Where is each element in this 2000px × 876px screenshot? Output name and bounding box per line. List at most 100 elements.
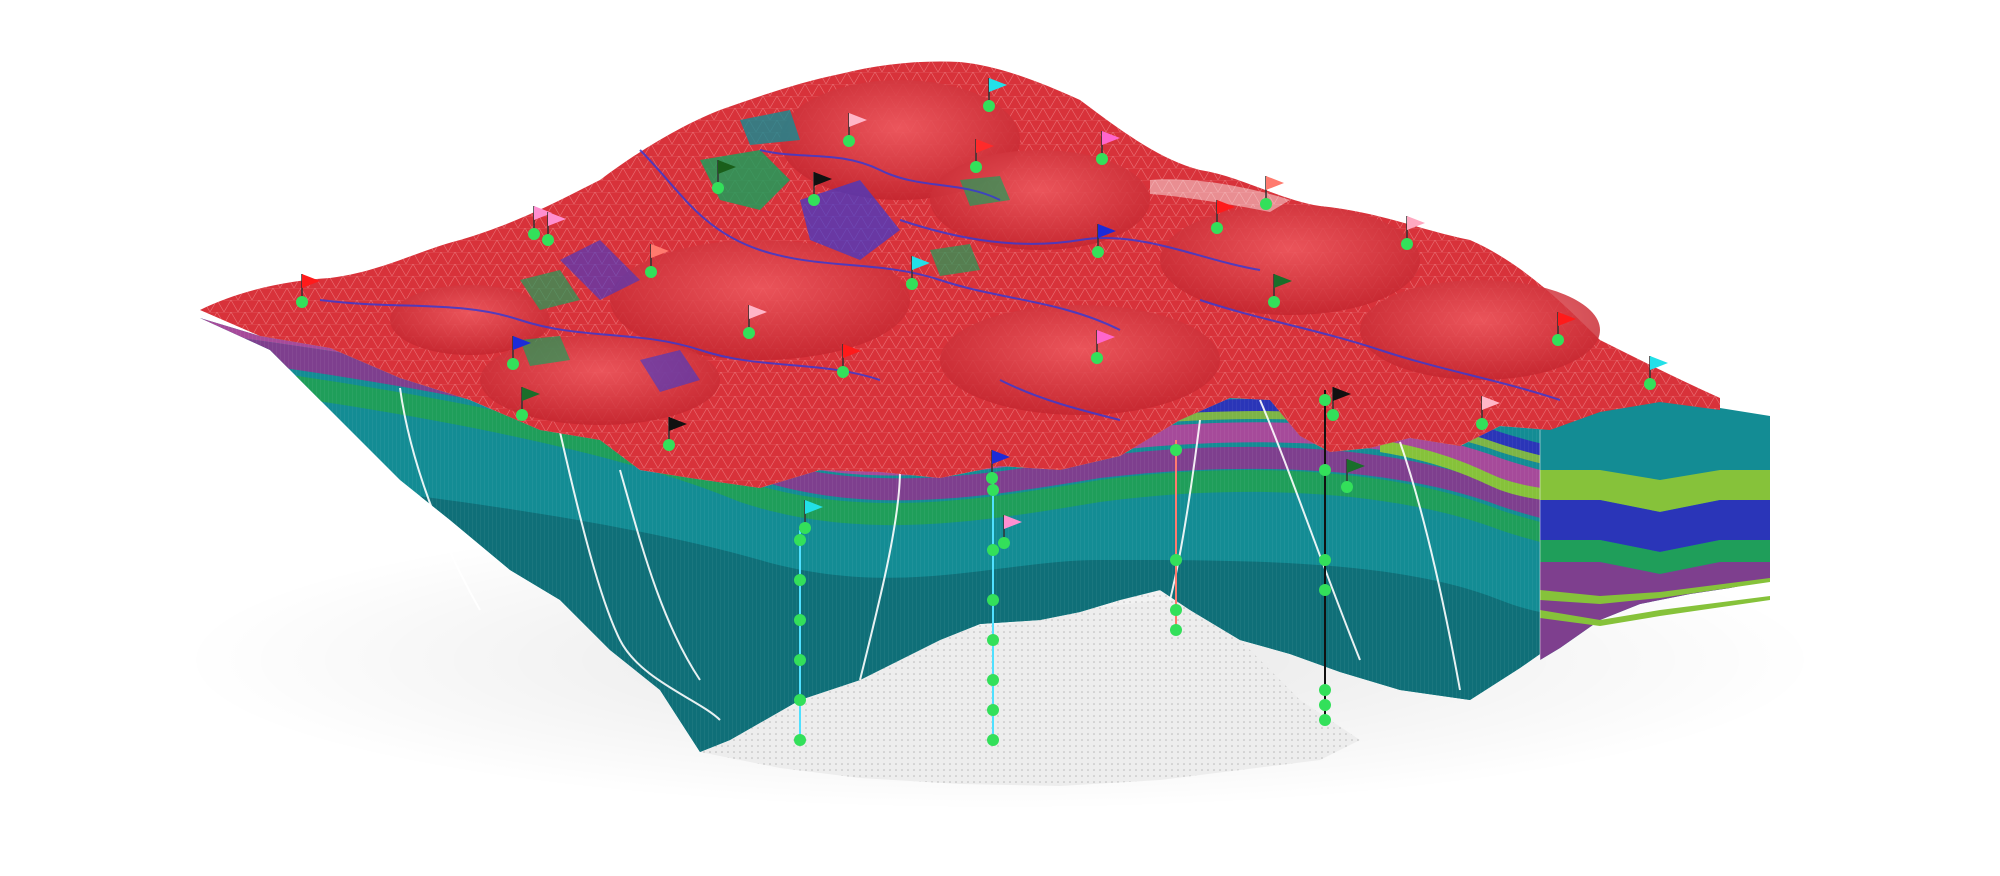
- flag-banner: [302, 274, 320, 288]
- well-head-marker: [808, 194, 820, 206]
- dot-icon: [987, 594, 999, 606]
- well-head-marker: [645, 266, 657, 278]
- flag-icon: [542, 212, 566, 246]
- flag-banner: [1650, 356, 1668, 370]
- flag-banner: [1266, 176, 1284, 190]
- dot-icon: [1319, 714, 1331, 726]
- well-head-marker: [837, 366, 849, 378]
- dot-icon: [987, 704, 999, 716]
- well-bore: [794, 530, 806, 746]
- dot-icon: [1319, 699, 1331, 711]
- flag-banner: [749, 305, 767, 319]
- flag-icon: [983, 78, 1007, 112]
- dot-icon: [987, 674, 999, 686]
- flag-icon: [1327, 387, 1351, 421]
- flag-banner: [1407, 216, 1425, 230]
- flag-icon: [1091, 330, 1115, 364]
- dot-icon: [794, 534, 806, 546]
- flag-banner: [1004, 515, 1022, 529]
- flag-icon: [970, 139, 994, 173]
- dot-icon: [1319, 464, 1331, 476]
- flag-icon: [906, 256, 930, 290]
- well-head-marker: [528, 228, 540, 240]
- flag-icon: [296, 274, 320, 308]
- dot-icon: [987, 544, 999, 556]
- well-head-marker: [906, 278, 918, 290]
- flag-banner: [522, 387, 540, 401]
- flag-icon: [986, 450, 1010, 484]
- flag-banner: [849, 113, 867, 127]
- flag-icon: [528, 206, 552, 240]
- flag-banner: [912, 256, 930, 270]
- flag-icon: [1476, 396, 1500, 430]
- flag-icon: [743, 305, 767, 339]
- dot-icon: [794, 734, 806, 746]
- well-head-marker: [516, 409, 528, 421]
- flag-banner: [1098, 224, 1116, 238]
- well-head-marker: [1341, 481, 1353, 493]
- dot-icon: [987, 734, 999, 746]
- flag-banner: [1347, 459, 1365, 473]
- fault-lines: [399, 387, 1461, 721]
- flag-icon: [799, 500, 823, 534]
- flag-icon: [663, 417, 687, 451]
- flag-banner: [718, 160, 736, 174]
- well-head-marker: [1476, 418, 1488, 430]
- flag-icon: [808, 172, 832, 206]
- dot-icon: [794, 614, 806, 626]
- well-head-marker: [1327, 409, 1339, 421]
- well-head-marker: [1401, 238, 1413, 250]
- well-head-marker: [1260, 198, 1272, 210]
- terrain-surface: [200, 61, 1720, 488]
- well-bore: [987, 480, 999, 746]
- well-head-marker: [712, 182, 724, 194]
- dot-icon: [1170, 444, 1182, 456]
- cross-section-east: [1539, 400, 1770, 660]
- flag-banner: [669, 417, 687, 431]
- flag-banner: [513, 336, 531, 350]
- well-head-marker: [1092, 246, 1104, 258]
- dot-icon: [1319, 394, 1331, 406]
- flag-icon: [712, 160, 736, 194]
- well-head-marker: [663, 439, 675, 451]
- well-bore: [1170, 440, 1182, 636]
- flag-icon: [1644, 356, 1668, 390]
- well-head-marker: [1211, 222, 1223, 234]
- well-head-marker: [1552, 334, 1564, 346]
- flag-banner: [805, 500, 823, 514]
- flag-icon: [1260, 176, 1284, 210]
- well-head-marker: [542, 234, 554, 246]
- well-head-marker: [843, 135, 855, 147]
- wells: [794, 390, 1331, 746]
- well-head-marker: [296, 296, 308, 308]
- flag-banner: [1482, 396, 1500, 410]
- well-head-marker: [983, 100, 995, 112]
- flag-banner: [1217, 200, 1235, 214]
- dot-icon: [1170, 624, 1182, 636]
- flag-banner: [992, 450, 1010, 464]
- flag-banner: [548, 212, 566, 226]
- dot-icon: [987, 484, 999, 496]
- dot-icon: [1319, 554, 1331, 566]
- dot-icon: [794, 574, 806, 586]
- flag-icon: [1401, 216, 1425, 250]
- flag-icon: [645, 244, 669, 278]
- well-head-marker: [1091, 352, 1103, 364]
- flag-banner: [1102, 131, 1120, 145]
- well-head-marker: [1644, 378, 1656, 390]
- flag-banner: [1274, 274, 1292, 288]
- flag-icon: [1092, 224, 1116, 258]
- flag-icon: [1096, 131, 1120, 165]
- well-head-marker: [970, 161, 982, 173]
- well-flags: [296, 78, 1668, 549]
- flag-banner: [1097, 330, 1115, 344]
- well-head-marker: [1268, 296, 1280, 308]
- dot-icon: [1319, 584, 1331, 596]
- flag-icon: [843, 113, 867, 147]
- well-head-marker: [743, 327, 755, 339]
- well-head-marker: [799, 522, 811, 534]
- flag-icon: [837, 344, 861, 378]
- flag-icon: [998, 515, 1022, 549]
- flag-banner: [989, 78, 1007, 92]
